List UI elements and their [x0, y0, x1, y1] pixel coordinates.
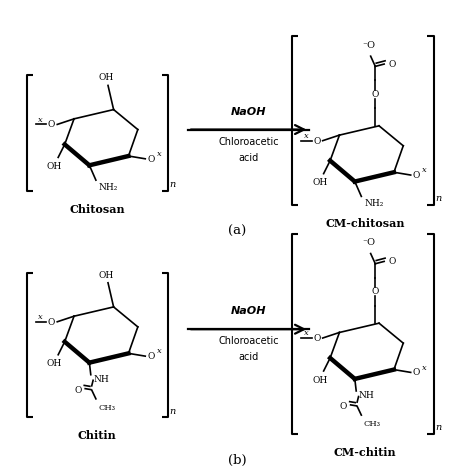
Text: Chloroacetic: Chloroacetic	[219, 137, 279, 146]
Text: n: n	[170, 180, 176, 189]
Text: ⁻O: ⁻O	[362, 41, 375, 50]
Text: O: O	[313, 137, 321, 146]
Text: NaOH: NaOH	[231, 107, 266, 117]
Text: x: x	[38, 313, 43, 321]
Text: OH: OH	[47, 359, 62, 368]
Text: acid: acid	[238, 153, 259, 163]
Text: OH: OH	[312, 178, 328, 187]
Text: OH: OH	[312, 375, 328, 384]
Text: O: O	[388, 60, 396, 69]
Text: O: O	[412, 368, 420, 377]
Text: OH: OH	[99, 271, 114, 280]
Text: O: O	[48, 120, 55, 129]
Text: O: O	[339, 402, 347, 411]
Text: NaOH: NaOH	[231, 306, 266, 316]
Text: OH: OH	[99, 73, 114, 82]
Text: CM-chitosan: CM-chitosan	[325, 218, 405, 229]
Text: O: O	[147, 352, 155, 361]
Text: acid: acid	[238, 353, 259, 363]
Text: Chitin: Chitin	[78, 430, 117, 441]
Text: CH₃: CH₃	[98, 403, 115, 411]
Text: CM-chitin: CM-chitin	[334, 447, 396, 458]
Text: n: n	[435, 423, 441, 432]
Text: (a): (a)	[228, 225, 246, 238]
Text: O: O	[48, 318, 55, 327]
Text: x: x	[422, 166, 427, 174]
Text: O: O	[388, 257, 396, 266]
Text: NH₂: NH₂	[99, 183, 118, 192]
Text: x: x	[157, 150, 162, 158]
Text: NH₂: NH₂	[364, 199, 383, 208]
Text: x: x	[303, 132, 308, 140]
Text: (b): (b)	[228, 454, 246, 467]
Text: ⁻O: ⁻O	[362, 238, 375, 247]
Text: x: x	[303, 329, 308, 337]
Text: O: O	[74, 386, 82, 395]
Text: NH: NH	[358, 392, 374, 401]
Text: n: n	[170, 407, 176, 416]
Text: O: O	[412, 171, 420, 180]
Text: x: x	[38, 116, 43, 124]
Text: O: O	[147, 155, 155, 164]
Text: O: O	[372, 287, 379, 296]
Text: OH: OH	[47, 162, 62, 171]
Text: Chloroacetic: Chloroacetic	[219, 336, 279, 346]
Text: CH₃: CH₃	[364, 420, 381, 428]
Text: n: n	[435, 194, 441, 203]
Text: x: x	[422, 364, 427, 372]
Text: x: x	[157, 347, 162, 356]
Text: Chitosan: Chitosan	[70, 204, 125, 215]
Text: O: O	[372, 90, 379, 99]
Text: NH: NH	[93, 375, 109, 384]
Text: O: O	[313, 334, 321, 343]
